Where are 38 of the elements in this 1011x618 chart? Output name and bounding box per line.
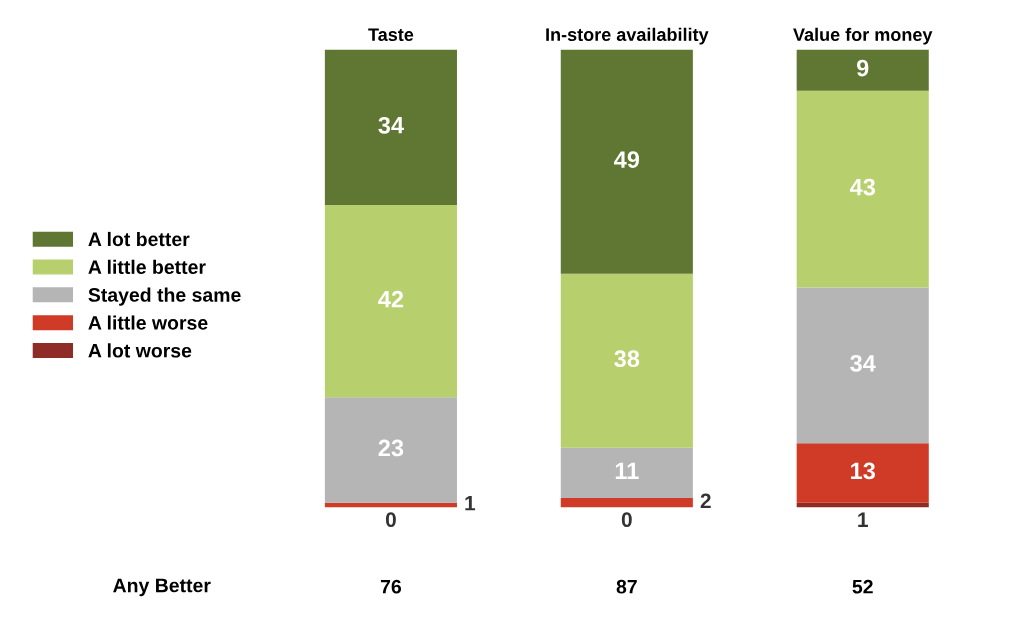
legend-label: A lot worse xyxy=(88,343,192,358)
data-label: 34 xyxy=(378,116,404,134)
x-tick-label: Taste xyxy=(368,28,414,42)
data-label: 13 xyxy=(851,462,875,480)
x-tick-label: Value for money xyxy=(793,27,933,45)
text: Any Better xyxy=(113,578,211,597)
text: 76 xyxy=(380,579,402,594)
bar xyxy=(796,443,929,503)
data-label: 34 xyxy=(850,354,876,372)
data-label: 9 xyxy=(856,59,869,77)
data-label: 43 xyxy=(849,178,875,196)
legend-label: Stayed the same xyxy=(88,287,241,306)
bar xyxy=(324,49,457,206)
data-label: 0 xyxy=(385,512,396,528)
data-label: 1 xyxy=(858,512,868,527)
bar xyxy=(796,287,929,444)
data-label: 1 xyxy=(465,495,476,511)
bar xyxy=(796,49,929,91)
data-label: 0 xyxy=(621,512,632,528)
data-label: 2 xyxy=(700,493,711,509)
data-label: 38 xyxy=(614,350,640,368)
data-label: 42 xyxy=(378,290,404,308)
x-tick-label: In-store availability xyxy=(546,27,709,45)
data-label: 23 xyxy=(378,439,404,457)
text: 87 xyxy=(616,579,637,594)
bar xyxy=(560,447,693,499)
text: 52 xyxy=(852,579,873,594)
legend-label: A little better xyxy=(88,259,206,275)
bar xyxy=(560,273,693,448)
data-label: 11 xyxy=(615,462,639,479)
bar xyxy=(324,205,457,398)
bar xyxy=(324,397,457,503)
legend-label: A little worse xyxy=(88,315,208,330)
legend-label: A lot better xyxy=(88,231,190,247)
bar xyxy=(796,90,929,288)
bar xyxy=(560,498,693,508)
data-label: 49 xyxy=(614,151,640,168)
bar xyxy=(560,49,693,274)
